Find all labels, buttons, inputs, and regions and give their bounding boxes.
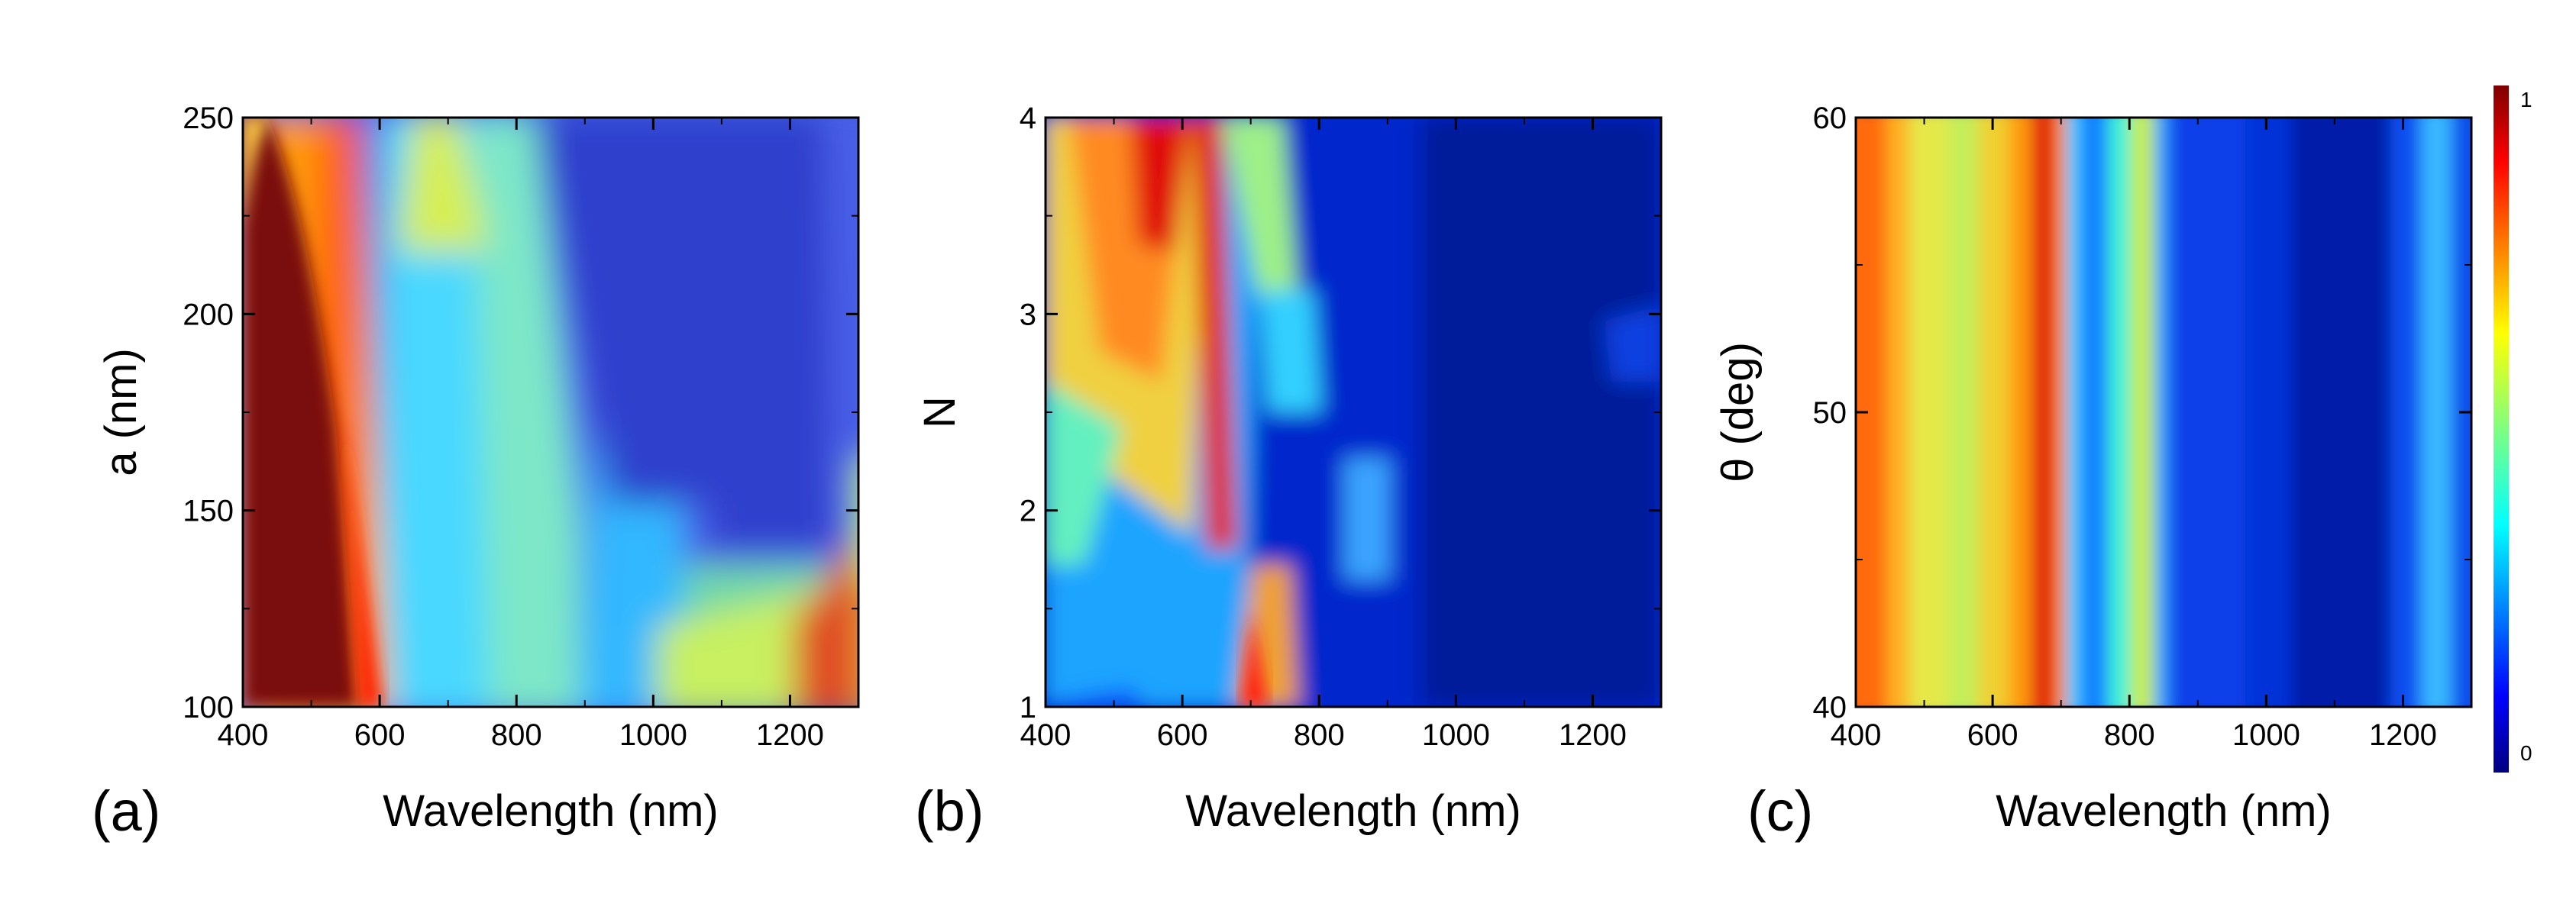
colorbar-max-label: 1 [2520,88,2532,111]
axes-layer: 400 600 800 1000 1200100150200250Wavelength … [92,102,2473,843]
heatmap-b [1046,118,1661,707]
heatmap-a [243,118,858,707]
panel-b-xtick-label: 1200 [1559,718,1627,752]
panel-a-ytick-label: 150 [183,495,234,528]
panel-c-ytick-label: 40 [1813,691,1847,724]
panel-a-ylabel: a (nm) [96,348,146,476]
panel-a-ytick-label: 250 [183,102,234,135]
panel-a-xtick-label: 400 [218,718,269,752]
panel-a-xtick-label: 1000 [619,718,687,752]
panel-b-xtick-label: 400 [1020,718,1071,752]
panel-b-ytick-label: 3 [1020,298,1036,331]
panel-b-ylabel: N [915,396,965,428]
panel-b-xtick-label: 800 [1294,718,1345,752]
panel-a-xtick-label: 800 [491,718,542,752]
panel-a-xlabel: Wavelength (nm) [383,786,718,836]
panel-b-axes: 400 600 800 1000 1200 1 2 3 4 Wavelength (nm) N (b) [915,102,1663,843]
panel-b-xtick-label: 1000 [1422,718,1490,752]
panel-c-xtick-label: 400 [1831,718,1882,752]
panel-c-xtick-label: 600 [1967,718,2018,752]
panel-a-ytick-label: 200 [183,298,234,331]
heatmap-c [1856,118,2471,707]
colorbar: 1 0 [2494,85,2532,773]
panel-c-ytick-label: 50 [1813,396,1847,430]
panel-b-ytick-label: 1 [1020,691,1036,724]
panel-c-xlabel: Wavelength (nm) [1996,786,2331,836]
panel-c-label: (c) [1747,779,1813,843]
panel-a-xtick-label: 600 [354,718,406,752]
panel-c-xtick-label: 800 [2104,718,2155,752]
colorbar-gradient [2494,85,2509,773]
panel-b-ytick-label: 2 [1020,495,1036,528]
panel-a-label: (a) [92,779,160,843]
panel-a-axes: 400 600 800 1000 1200 100 150 200 250 Wavelength … [92,102,860,843]
panel-c-xtick-label: 1200 [2369,718,2437,752]
panel-c-ytick-label: 60 [1813,102,1847,135]
panel-c-ylabel: θ (deg) [1713,342,1763,482]
panel-c-axes: 400 600 800 1000 1200 40 50 60 Wavelength (nm) θ … [1713,102,2473,843]
panel-b-xlabel: Wavelength (nm) [1185,786,1521,836]
colorbar-min-label: 0 [2520,741,2532,765]
panel-a-ytick-label: 100 [183,691,234,724]
panel-b-ytick-label: 4 [1020,102,1036,135]
panel-b-xtick-label: 600 [1157,718,1208,752]
panel-a-xtick-label: 1200 [756,718,824,752]
panel-b-label: (b) [915,779,984,843]
panel-c-xtick-label: 1000 [2232,718,2300,752]
